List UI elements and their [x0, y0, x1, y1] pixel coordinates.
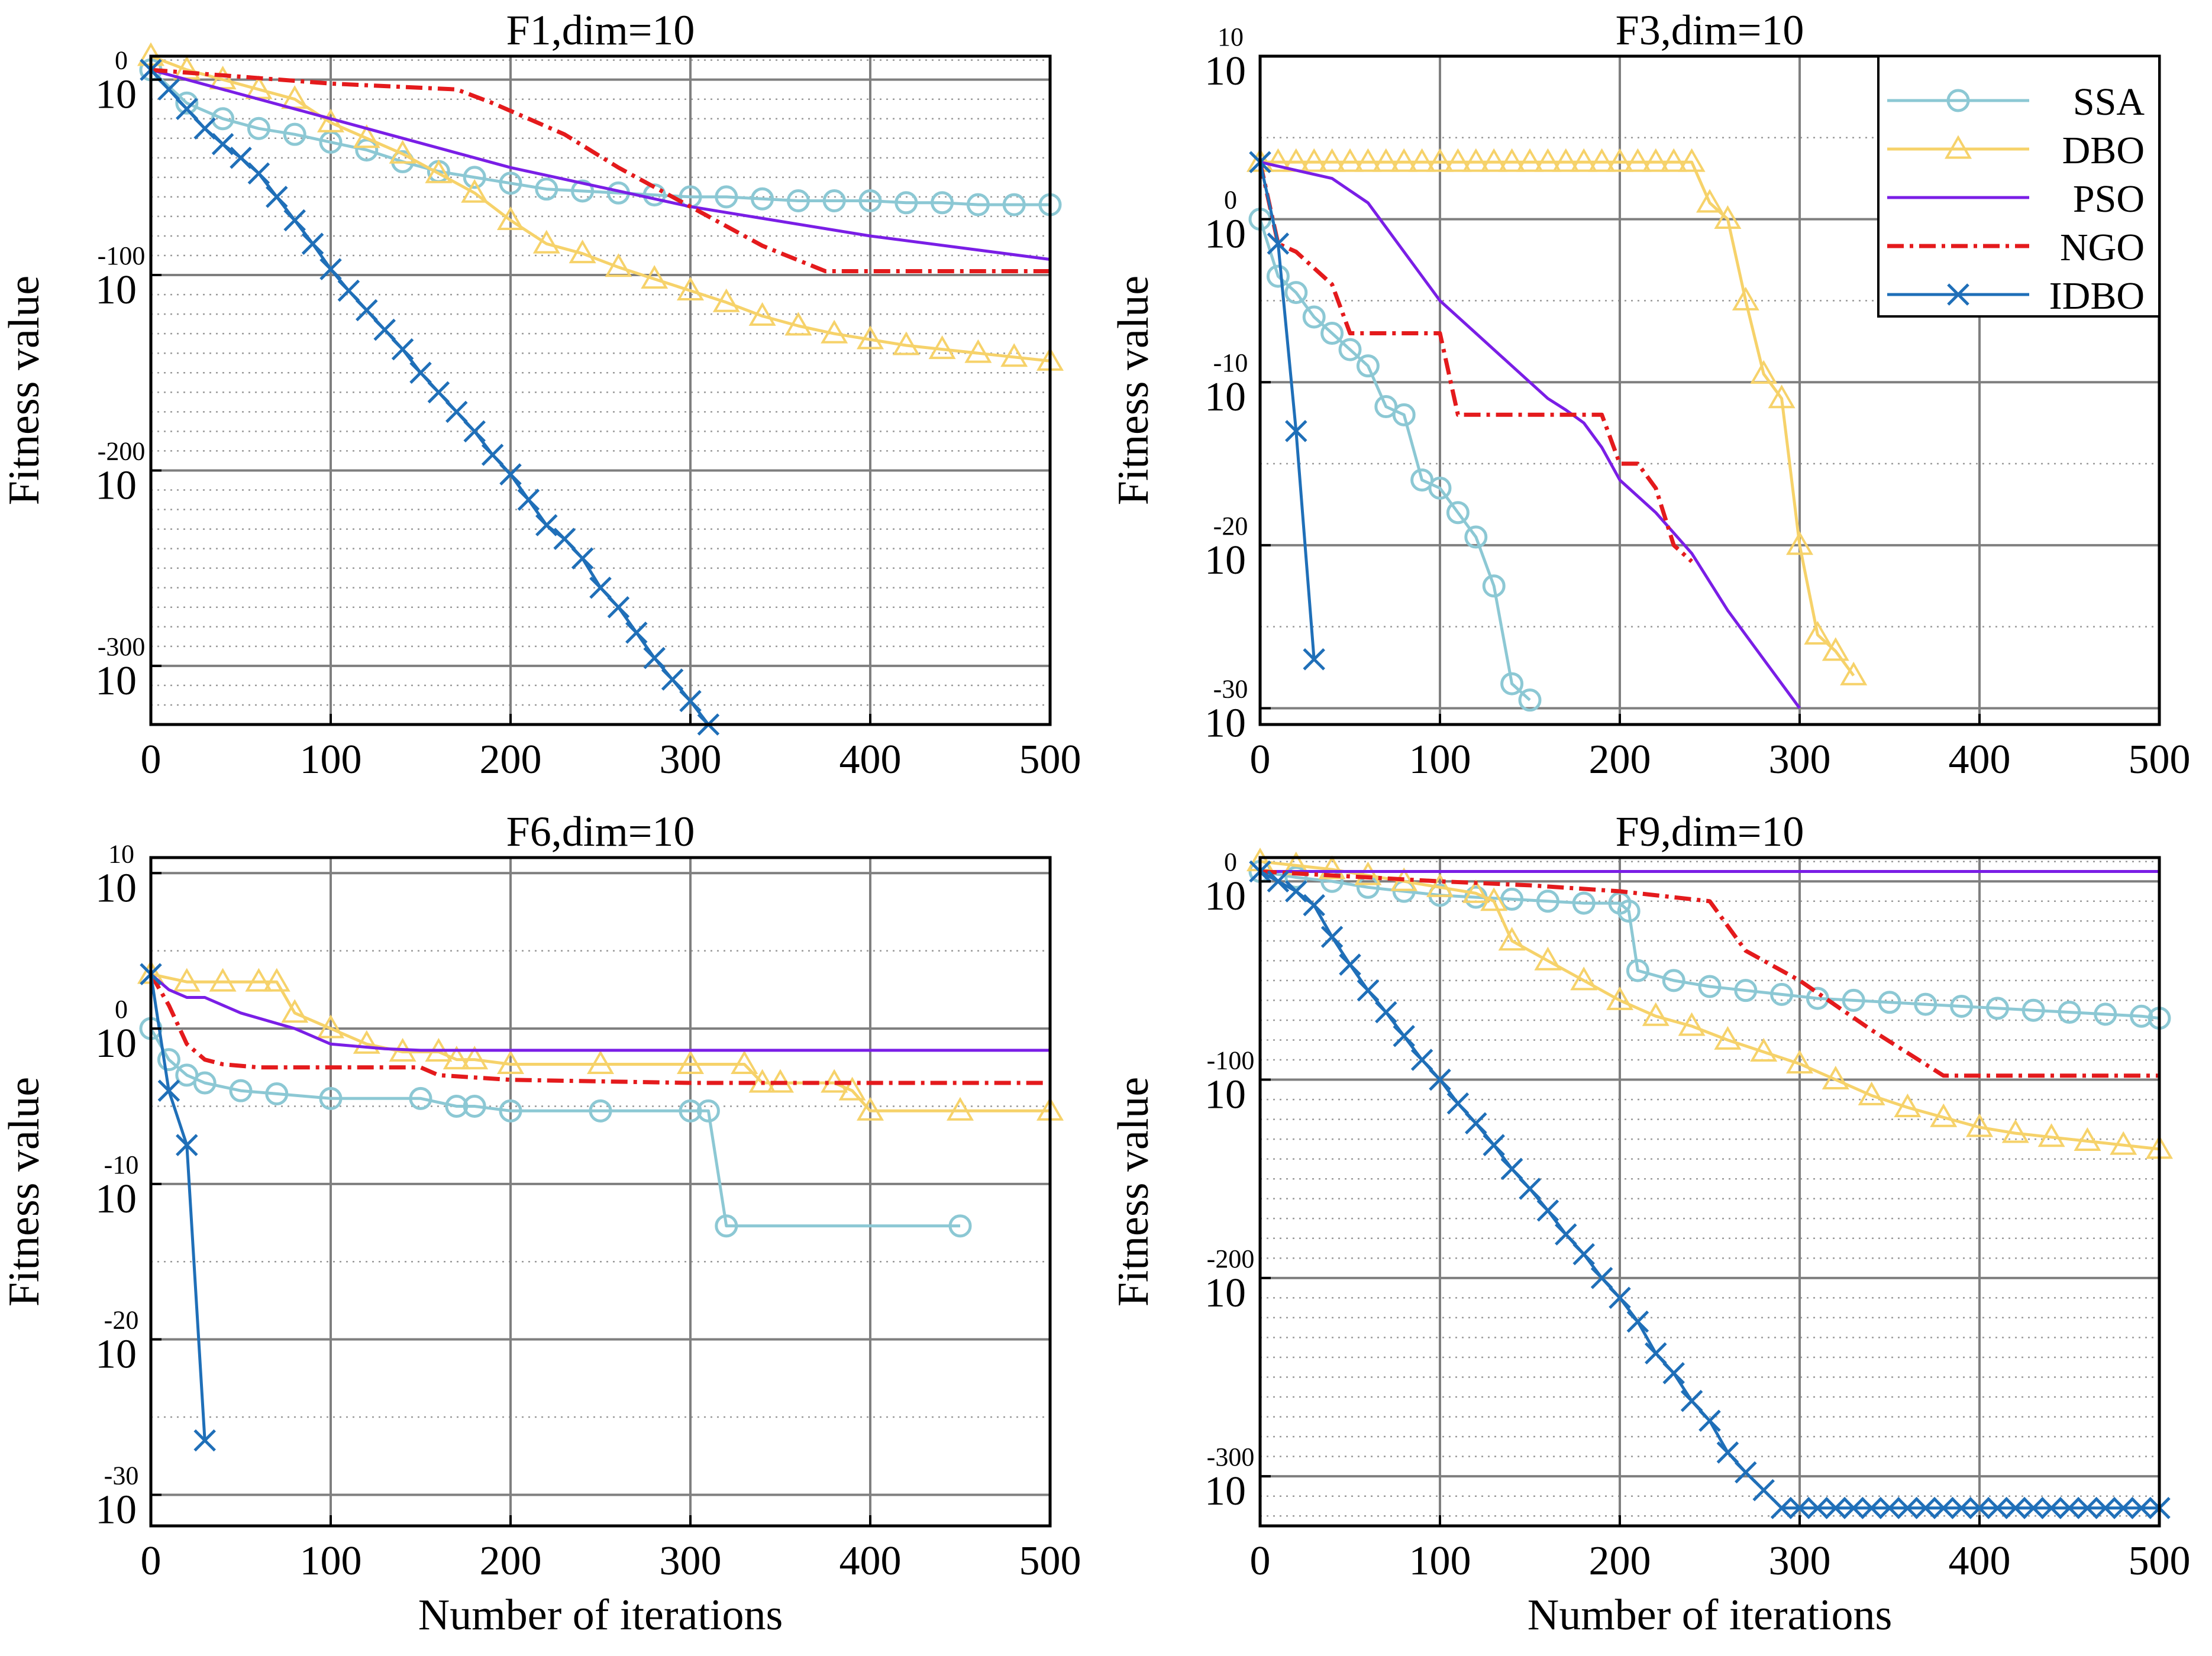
x-tick-label: 300	[660, 1538, 722, 1584]
chart-panel-4: 0 100 200 300 400 50010010-10010-20010-300F9,…	[1109, 808, 2191, 1639]
x-tick-label: 300	[660, 737, 722, 782]
y-tick-label-base: 10	[95, 1332, 137, 1377]
y-tick-label-base: 10	[1205, 700, 1246, 746]
y-tick-label-exponent: 10	[108, 839, 134, 868]
x-tick-label: 100	[300, 1538, 362, 1584]
plot-area	[151, 56, 1050, 724]
x-axis-label: Number of iterations	[1528, 1591, 1893, 1639]
y-axis-label: Fitness value	[0, 1077, 49, 1306]
x-tick-label: 500	[2129, 737, 2191, 782]
y-tick-label-exponent: 0	[115, 46, 128, 75]
y-tick-label-base: 10	[1205, 874, 1246, 919]
x-tick-label: 500	[1019, 1538, 1081, 1584]
y-tick-label-base: 10	[1205, 538, 1246, 583]
legend-label: SSA	[2073, 80, 2145, 124]
x-tick-label: 100	[1409, 1538, 1471, 1584]
y-tick-label-base: 10	[95, 267, 137, 313]
x-tick-label: 200	[1589, 1538, 1651, 1584]
legend: SSA DBO PSO NGO IDBO	[1878, 56, 2159, 318]
legend-label: NGO	[2060, 226, 2145, 269]
plot-area	[151, 858, 1050, 1526]
y-tick-label-exponent: -100	[98, 241, 146, 270]
y-tick-label-exponent: -200	[98, 436, 146, 465]
chart-title: F3,dim=10	[1616, 7, 1804, 54]
y-tick-label-base: 10	[1205, 1270, 1246, 1316]
y-tick-label-base: 10	[1205, 48, 1246, 94]
chart-title: F9,dim=10	[1616, 808, 1804, 855]
y-tick-label-base: 10	[95, 865, 137, 911]
y-tick-label-exponent: -20	[1213, 512, 1248, 541]
y-tick-label-exponent: -20	[104, 1306, 139, 1335]
y-tick-label-exponent: 0	[115, 995, 128, 1024]
y-tick-label-exponent: 0	[1224, 848, 1237, 876]
y-tick-label-base: 10	[1205, 1469, 1246, 1514]
x-tick-label: 200	[480, 737, 542, 782]
y-tick-label-exponent: -10	[104, 1150, 139, 1179]
y-tick-label-exponent: -300	[98, 632, 146, 661]
y-tick-label-exponent: -300	[1207, 1442, 1255, 1471]
y-tick-label-exponent: -10	[1213, 348, 1248, 377]
x-tick-label: 100	[300, 737, 362, 782]
y-tick-label-base: 10	[1205, 1072, 1246, 1118]
y-axis-label: Fitness value	[1109, 276, 1158, 505]
y-tick-label-base: 10	[95, 1021, 137, 1066]
x-tick-label: 400	[839, 1538, 902, 1584]
chart-panel-1: 0 100 200 300 400 50010010-10010-20010-300F1,…	[0, 7, 1081, 782]
chart-panel-2: 0 100 200 300 400 500101010010-1010-2010-30F3…	[1109, 7, 2191, 782]
chart-title: F1,dim=10	[506, 7, 695, 54]
plot-area	[1260, 858, 2159, 1526]
y-axis-label: Fitness value	[1109, 1077, 1158, 1306]
x-tick-label: 400	[1949, 1538, 2011, 1584]
x-tick-label: 400	[1949, 737, 2011, 782]
y-tick-label-base: 10	[95, 462, 137, 508]
x-tick-label: 300	[1769, 737, 1831, 782]
y-tick-label-base: 10	[1205, 212, 1246, 257]
figure: 0 100 200 300 400 50010010-10010-20010-300F1,…	[0, 0, 2212, 1656]
y-axis-label: Fitness value	[0, 276, 49, 505]
x-tick-label: 0	[1250, 1538, 1271, 1584]
chart-title: F6,dim=10	[506, 808, 695, 855]
legend-label: DBO	[2062, 129, 2145, 172]
y-tick-label-exponent: -200	[1207, 1244, 1255, 1273]
x-tick-label: 0	[141, 1538, 162, 1584]
x-tick-label: 0	[141, 737, 162, 782]
y-tick-label-exponent: -30	[104, 1461, 139, 1490]
y-tick-label-exponent: -100	[1207, 1046, 1255, 1075]
x-tick-label: 100	[1409, 737, 1471, 782]
x-tick-label: 500	[1019, 737, 1081, 782]
y-tick-label-base: 10	[95, 658, 137, 704]
legend-label: IDBO	[2049, 274, 2145, 318]
y-tick-label-exponent: 0	[1224, 186, 1237, 215]
y-tick-label-base: 10	[1205, 374, 1246, 420]
x-tick-label: 500	[2129, 1538, 2191, 1584]
x-tick-label: 300	[1769, 1538, 1831, 1584]
x-tick-label: 200	[1589, 737, 1651, 782]
y-tick-label-base: 10	[95, 1487, 137, 1532]
x-axis-label: Number of iterations	[418, 1591, 783, 1639]
y-tick-label-exponent: -30	[1213, 674, 1248, 703]
chart-panel-3: 0 100 200 300 400 500101010010-1010-2010-30F6…	[0, 808, 1081, 1639]
y-tick-label-exponent: 10	[1218, 22, 1244, 51]
x-tick-label: 0	[1250, 737, 1271, 782]
y-tick-label-base: 10	[95, 1176, 137, 1222]
legend-label: PSO	[2073, 177, 2145, 221]
x-tick-label: 400	[839, 737, 902, 782]
x-tick-label: 200	[480, 1538, 542, 1584]
y-tick-label-base: 10	[95, 72, 137, 118]
